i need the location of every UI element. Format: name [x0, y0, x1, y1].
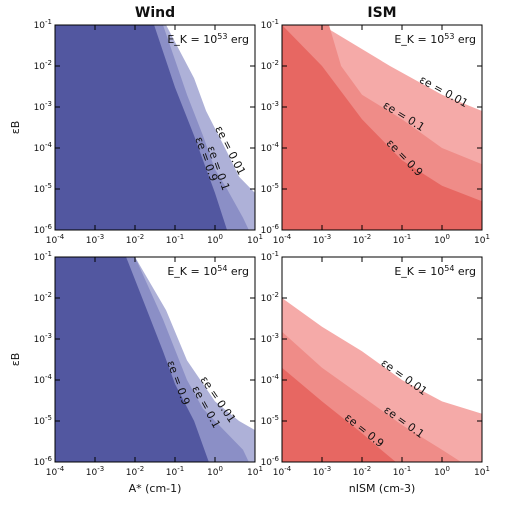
y-tick-label: 10-5 [261, 182, 279, 195]
panel-title: Wind [135, 5, 175, 21]
y-tick-label: 10-4 [34, 373, 53, 386]
y-tick-label: 10-5 [261, 414, 279, 427]
x-tick-label: 10-4 [46, 233, 65, 246]
x-tick-label: 100 [434, 233, 450, 246]
x-tick-label: 10-4 [46, 465, 65, 478]
y-tick-label: 10-2 [34, 59, 52, 72]
region-group [55, 257, 255, 462]
x-tick-label: 10-1 [393, 233, 411, 246]
x-tick-label: 10-1 [166, 233, 184, 246]
x-tick-label: 10-3 [313, 465, 331, 478]
energy-annotation: E_K = 1054 erg [394, 264, 476, 278]
y-axis-label: εB [9, 121, 22, 135]
y-tick-label: 10-4 [34, 141, 53, 154]
y-tick-label: 10-3 [261, 100, 279, 113]
x-tick-label: 100 [207, 233, 223, 246]
panel-title: ISM [367, 5, 396, 21]
x-tick-label: 10-3 [86, 233, 104, 246]
plot-frame [281, 24, 483, 231]
energy-annotation: E_K = 1053 erg [394, 32, 476, 46]
x-tick-label: 10-4 [273, 233, 292, 246]
y-tick-label: 10-2 [261, 291, 279, 304]
y-tick-label: 10-6 [34, 455, 53, 468]
x-tick-label: 101 [247, 465, 263, 478]
x-tick-label: 100 [207, 465, 223, 478]
x-axis-label: nISM (cm-3) [349, 482, 416, 495]
y-tick-label: 10-1 [34, 18, 52, 31]
region-group [55, 25, 255, 230]
y-tick-label: 10-6 [261, 223, 280, 236]
y-tick-label: 10-4 [261, 141, 280, 154]
y-tick-label: 10-3 [34, 100, 52, 113]
y-tick-label: 10-5 [34, 414, 52, 427]
x-tick-label: 10-2 [353, 465, 371, 478]
plot-frame [281, 256, 483, 463]
x-tick-label: 10-1 [393, 465, 411, 478]
region-e0.9 [55, 257, 209, 462]
x-tick-label: 10-2 [126, 233, 144, 246]
y-tick-label: 10-4 [261, 373, 280, 386]
region-group [282, 257, 482, 462]
x-tick-label: 10-2 [353, 233, 371, 246]
x-tick-label: 10-1 [166, 465, 184, 478]
y-tick-label: 10-3 [34, 332, 52, 345]
x-axis-label: A* (cm-1) [129, 482, 182, 495]
y-tick-label: 10-6 [34, 223, 53, 236]
region-e0.9 [282, 25, 482, 230]
y-axis-label: εB [9, 353, 22, 367]
x-tick-label: 10-2 [126, 465, 144, 478]
y-tick-label: 10-1 [261, 18, 279, 31]
y-tick-label: 10-2 [34, 291, 52, 304]
y-tick-label: 10-6 [261, 455, 280, 468]
y-tick-label: 10-1 [34, 250, 52, 263]
x-tick-label: 100 [434, 465, 450, 478]
y-tick-label: 10-3 [261, 332, 279, 345]
energy-annotation: E_K = 1054 erg [167, 264, 249, 278]
region-e0.9 [55, 25, 227, 230]
x-tick-label: 10-3 [86, 465, 104, 478]
y-tick-label: 10-2 [261, 59, 279, 72]
region-group [282, 25, 482, 230]
x-tick-label: 101 [474, 233, 490, 246]
x-tick-label: 101 [474, 465, 490, 478]
y-tick-label: 10-1 [261, 250, 279, 263]
y-tick-label: 10-5 [34, 182, 52, 195]
region-e0.9 [282, 257, 396, 462]
plot-frame [54, 24, 256, 231]
x-tick-label: 10-4 [273, 465, 292, 478]
plot-frame [54, 256, 256, 463]
x-tick-label: 10-3 [313, 233, 331, 246]
x-tick-label: 101 [247, 233, 263, 246]
energy-annotation: E_K = 1053 erg [167, 32, 249, 46]
